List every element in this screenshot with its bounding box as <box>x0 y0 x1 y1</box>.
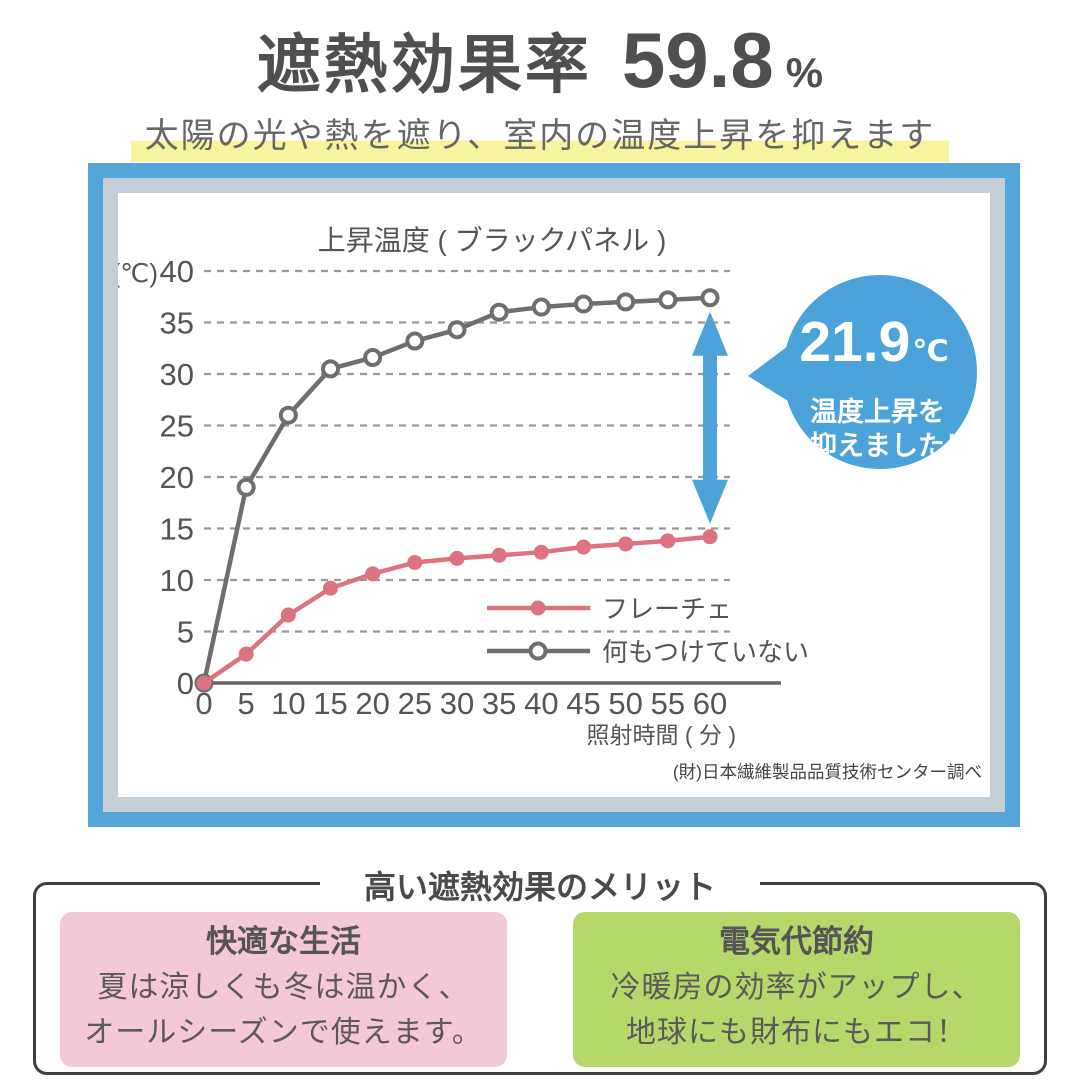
chart-panel: 上昇温度 ( ブラックパネル )0510152025303540(℃)05101… <box>118 193 990 797</box>
merits-section: 高い遮熱効果のメリット 快適な生活 夏は涼しくも冬は温かく、 オールシーズンで使… <box>33 882 1047 1075</box>
temperature-line-chart: 上昇温度 ( ブラックパネル )0510152025303540(℃)05101… <box>118 193 990 797</box>
headline-unit: % <box>786 49 823 97</box>
svg-text:20: 20 <box>160 460 194 495</box>
svg-text:5: 5 <box>238 686 255 721</box>
svg-text:35: 35 <box>482 686 516 721</box>
svg-text:45: 45 <box>566 686 600 721</box>
difference-arrow <box>692 312 728 524</box>
source-note: (財)日本繊維製品品質技術センター調べ <box>673 762 982 782</box>
header: 遮熱効果率 59.8 % 太陽の光や熱を遮り、室内の温度上昇を抑えます <box>0 14 1080 162</box>
svg-text:10: 10 <box>271 686 305 721</box>
svg-text:40: 40 <box>524 686 558 721</box>
bubble-text-line1: 温度上昇を <box>810 396 945 427</box>
svg-text:25: 25 <box>398 686 432 721</box>
svg-text:15: 15 <box>313 686 347 721</box>
svg-text:30: 30 <box>160 357 194 392</box>
bubble-text-line2: 抑えました！ <box>810 431 972 461</box>
headline: 遮熱効果率 59.8 % <box>0 14 1080 106</box>
merit-text-line: 夏は涼しくも冬は温かく、 <box>60 965 507 1010</box>
x-ticks: 051015202530354045505560 <box>195 686 727 721</box>
chart-title: 上昇温度 ( ブラックパネル ) <box>318 225 667 256</box>
merit-cards: 快適な生活 夏は涼しくも冬は温かく、 オールシーズンで使えます。 電気代節約 冷… <box>36 885 1044 1067</box>
infographic-page: 遮熱効果率 59.8 % 太陽の光や熱を遮り、室内の温度上昇を抑えます 上昇温度… <box>0 0 1080 1080</box>
merit-card-electricity: 電気代節約 冷暖房の効率がアップし、 地球にも財布にもエコ！ <box>573 912 1020 1067</box>
merit-text-line: 冷暖房の効率がアップし、 <box>573 965 1020 1010</box>
merit-title: 電気代節約 <box>573 919 1020 965</box>
svg-text:35: 35 <box>160 306 194 341</box>
svg-text:40: 40 <box>160 254 194 289</box>
legend-label: フレーチェ <box>602 594 732 624</box>
svg-text:60: 60 <box>693 686 727 721</box>
svg-text:5: 5 <box>177 615 194 650</box>
svg-text:50: 50 <box>608 686 642 721</box>
subtitle-row: 太陽の光や熱を遮り、室内の温度上昇を抑えます <box>0 108 1080 162</box>
svg-text:25: 25 <box>160 409 194 444</box>
merit-title: 快適な生活 <box>60 919 507 965</box>
svg-text:30: 30 <box>440 686 474 721</box>
svg-text:10: 10 <box>160 563 194 598</box>
page-title: 遮熱効果率 <box>257 14 592 106</box>
svg-text:20: 20 <box>355 686 389 721</box>
svg-text:15: 15 <box>160 512 194 547</box>
subtitle: 太陽の光や熱を遮り、室内の温度上昇を抑えます <box>131 108 950 162</box>
chart-frame: 上昇温度 ( ブラックパネル )0510152025303540(℃)05101… <box>88 163 1020 827</box>
x-axis-label: 照射時間 ( 分 ) <box>587 722 737 748</box>
merit-text-line: 地球にも財布にもエコ！ <box>573 1010 1020 1055</box>
headline-value: 59.8 <box>622 15 774 106</box>
merit-card-comfort: 快適な生活 夏は涼しくも冬は温かく、 オールシーズンで使えます。 <box>60 912 507 1067</box>
merits-heading: 高い遮熱効果のメリット <box>320 862 760 908</box>
merit-text-line: オールシーズンで使えます。 <box>60 1010 507 1055</box>
y-grid: 0 5 10 15 20 25 30 35 40(℃) <box>118 254 730 701</box>
svg-text:55: 55 <box>651 686 685 721</box>
svg-text:0: 0 <box>177 666 194 701</box>
legend-label: 何もつけていない <box>602 637 809 667</box>
y-unit-label: (℃) <box>118 258 158 288</box>
chart-frame-inner: 上昇温度 ( ブラックパネル )0510152025303540(℃)05101… <box>103 178 1005 812</box>
annotation-bubble: 21.9℃温度上昇を抑えました！ <box>748 275 977 469</box>
